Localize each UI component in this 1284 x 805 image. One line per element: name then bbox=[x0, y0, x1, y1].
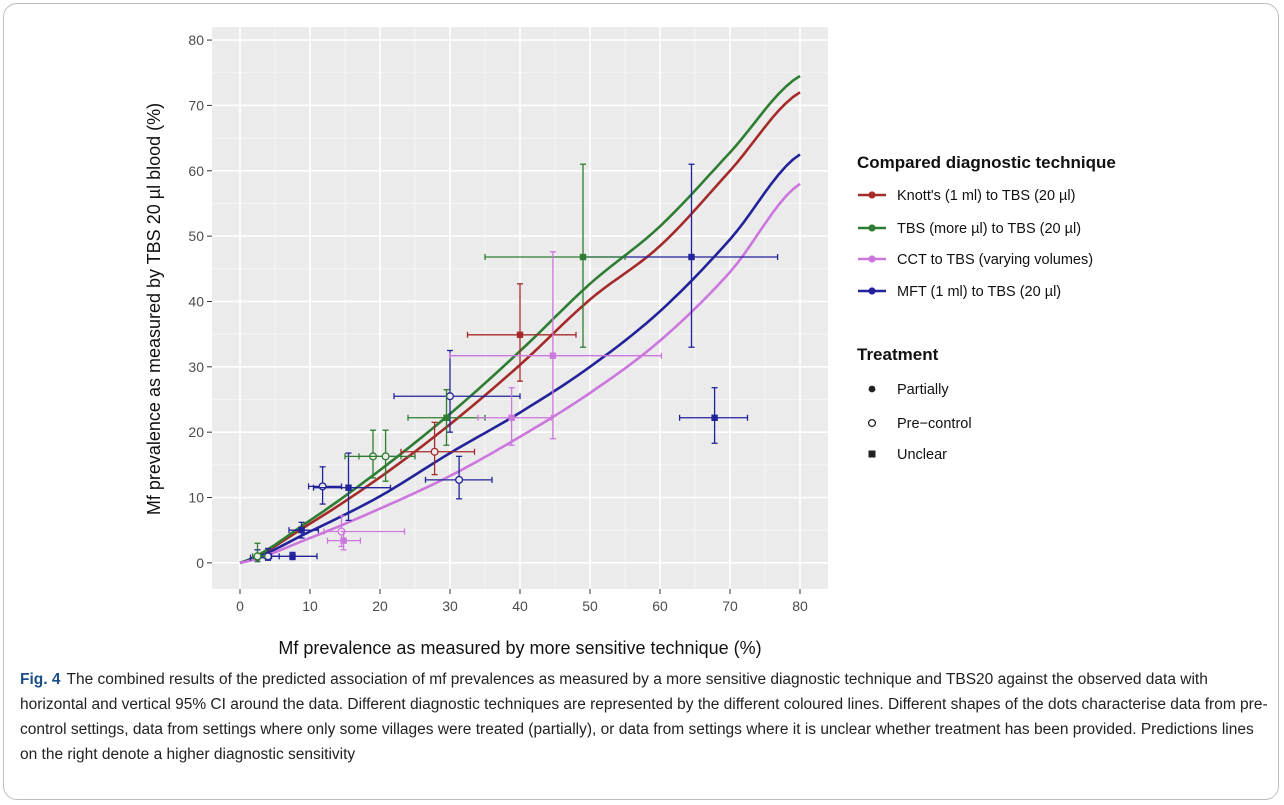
legend-treatment-label-2: Pre−control bbox=[897, 416, 972, 432]
legend-key-point bbox=[868, 191, 876, 199]
marker-square bbox=[443, 414, 450, 421]
data-point bbox=[477, 387, 553, 446]
legend-technique-label-2: TBS (more µl) to TBS (20 µl) bbox=[897, 221, 1081, 237]
marker-square bbox=[549, 352, 557, 359]
marker-open-circle bbox=[430, 447, 439, 456]
y-axis-label: Mf prevalence as measured by TBS 20 µl b… bbox=[144, 103, 164, 515]
data-point bbox=[484, 163, 626, 348]
plot-area: 0 10 20 30 40 50 60 70 80 0 10 20 30 40 50 60 70 80 bbox=[188, 27, 828, 614]
legend-key-point bbox=[868, 255, 876, 263]
x-tick-label: 70 bbox=[722, 598, 738, 614]
legend-technique-label-1: Knott's (1 ml) to TBS (20 µl) bbox=[897, 188, 1075, 204]
x-tick-label: 80 bbox=[792, 598, 808, 614]
marker-square bbox=[340, 537, 347, 544]
y-tick-label: 70 bbox=[188, 97, 204, 113]
marker-square bbox=[298, 526, 305, 534]
legend-technique-title: Compared diagnostic technique bbox=[857, 153, 1116, 172]
y-tick-label: 50 bbox=[188, 228, 204, 244]
marker-square bbox=[688, 253, 695, 261]
legend-key-point bbox=[868, 224, 876, 232]
data-point bbox=[400, 421, 476, 476]
marker-square bbox=[289, 553, 296, 560]
x-tick-label: 0 bbox=[236, 598, 244, 614]
legend-treatment-label-1: Partially bbox=[897, 382, 949, 398]
x-tick-label: 20 bbox=[372, 598, 388, 614]
y-tick-label: 40 bbox=[188, 293, 204, 309]
data-point bbox=[393, 349, 521, 433]
y-tick-label: 80 bbox=[188, 32, 204, 48]
legend-technique-label-3: CCT to TBS (varying volumes) bbox=[897, 252, 1093, 268]
data-point bbox=[326, 530, 362, 551]
marker-open-circle bbox=[263, 552, 273, 561]
legend-filled-circle-key bbox=[868, 385, 876, 393]
legend-open-circle-key bbox=[867, 418, 877, 428]
x-axis-label: Mf prevalence as measured by more sensit… bbox=[278, 638, 761, 658]
data-point bbox=[449, 251, 663, 440]
marker-square bbox=[711, 414, 718, 421]
marker-open-circle bbox=[318, 482, 327, 491]
y-tick-label: 10 bbox=[188, 490, 204, 506]
data-point bbox=[312, 452, 392, 522]
y-tick-label: 60 bbox=[188, 163, 204, 179]
legend-technique-keys bbox=[858, 191, 886, 295]
marker-open-circle bbox=[445, 392, 455, 401]
figure-caption: Fig. 4 The combined results of the predic… bbox=[20, 667, 1270, 767]
marker-square bbox=[508, 414, 515, 421]
figure-label: Fig. 4 bbox=[20, 671, 61, 688]
legend-square-key bbox=[868, 450, 876, 458]
x-tick-label: 60 bbox=[652, 598, 668, 614]
data-point bbox=[678, 387, 749, 444]
legend-treatment-title: Treatment bbox=[857, 345, 939, 364]
marker-open-circle bbox=[455, 475, 464, 484]
y-tick-label: 0 bbox=[196, 555, 204, 571]
data-point bbox=[251, 542, 266, 563]
marker-open-circle bbox=[253, 552, 262, 561]
x-tick-label: 50 bbox=[582, 598, 598, 614]
data-point bbox=[424, 455, 493, 500]
data-point bbox=[466, 283, 577, 382]
prediction-line bbox=[239, 182, 801, 565]
chart: Mf prevalence as measured by TBS 20 µl b… bbox=[144, 27, 1116, 658]
x-tick-label: 30 bbox=[442, 598, 458, 614]
x-tick-label: 40 bbox=[512, 598, 528, 614]
marker-open-circle bbox=[381, 452, 390, 461]
marker-square bbox=[579, 253, 587, 261]
marker-square bbox=[345, 484, 352, 491]
legend-technique-label-4: MFT (1 ml) to TBS (20 µl) bbox=[897, 284, 1061, 300]
prediction-line bbox=[239, 153, 801, 565]
y-tick-label: 20 bbox=[188, 424, 204, 440]
legend-treatment-label-3: Unclear bbox=[897, 447, 947, 463]
x-tick-label: 10 bbox=[302, 598, 318, 614]
data-point bbox=[288, 521, 320, 539]
caption-text: The combined results of the predicted as… bbox=[20, 671, 1268, 763]
data-point bbox=[358, 429, 416, 482]
legend-key-point bbox=[868, 287, 876, 295]
marker-square bbox=[516, 331, 524, 338]
figure-frame bbox=[3, 3, 1279, 800]
data-point bbox=[270, 551, 318, 561]
y-tick-label: 30 bbox=[188, 359, 204, 375]
legend-treatment-keys bbox=[867, 385, 877, 458]
